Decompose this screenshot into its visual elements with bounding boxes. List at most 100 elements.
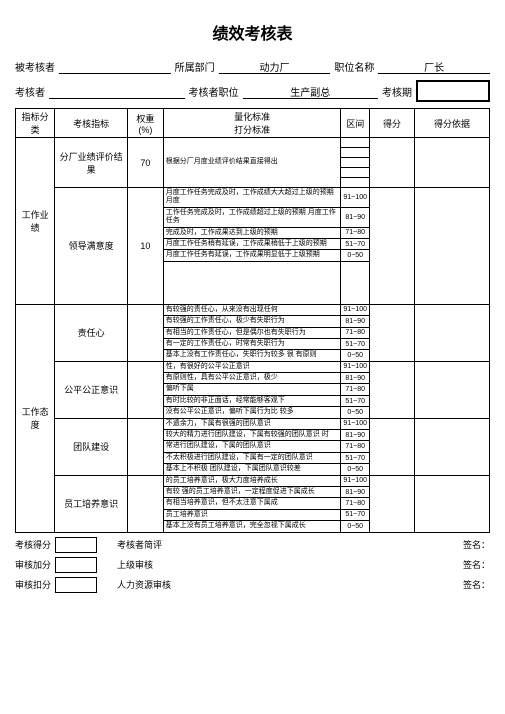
criteria-cell: 有较强的工作责任心，极少有失职行为 (163, 316, 341, 327)
criteria-cell: 基本上没有工作责任心，失职行为较多 很 有原则 (163, 350, 341, 361)
range-cell: 71~80 (341, 327, 370, 338)
basis-cell[interactable] (415, 418, 490, 475)
col-basis: 得分依据 (415, 109, 490, 138)
box-total[interactable] (55, 537, 97, 553)
range-cell: 0~50 (341, 407, 370, 418)
box-deduct[interactable] (55, 577, 97, 593)
range-cell (341, 178, 370, 188)
indicator-responsibility: 责任心 (55, 304, 128, 361)
field-evaluatee[interactable] (59, 59, 171, 74)
criteria-cell: 月度工作任务有延误，工作成果明显低于上级预期 (163, 250, 341, 261)
evaluation-table: 指标分类 考核指标 权重(%) 量化标准打分标准 区间 得分 得分依据 工作业绩… (15, 108, 490, 533)
score-cell[interactable] (370, 418, 415, 475)
score-cell[interactable] (370, 361, 415, 418)
label-sign3: 签名： (463, 578, 490, 591)
criteria-cell: 常进行团队建设，下属的团队意识 (163, 441, 341, 452)
criteria-cell: 的员工培养意识，极大力度培养成长 (163, 475, 341, 486)
criteria-cell: 有原则性，具有公平公正意识，极少 (163, 373, 341, 384)
box-bonus[interactable] (55, 557, 97, 573)
criteria-cell: 较大的精力进行团队建设，下属有较强的团队意识 时 (163, 430, 341, 441)
range-cell: 91~100 (341, 361, 370, 372)
range-cell: 0~50 (341, 350, 370, 361)
label-deduct: 审核扣分 (15, 578, 51, 591)
footer-row-3: 审核扣分 人力资源审核 签名： (15, 577, 490, 593)
criteria-cell: 月度工作任务稍有延误，工作成果稍低于上级的预期 (163, 238, 341, 249)
indicator-team: 团队建设 (55, 418, 128, 475)
criteria-cell: 有一定的工作责任心，时常有失职行为 (163, 338, 341, 349)
range-cell: 71~80 (341, 441, 370, 452)
score-cell[interactable] (370, 188, 415, 305)
score-cell[interactable] (370, 304, 415, 361)
field-evalpos: 生产副总 (243, 84, 379, 99)
range-cell: 51~70 (341, 238, 370, 249)
criteria-cell: 基本上没有员工培养意识，完全忽视下属成长 (163, 521, 341, 532)
criteria-cell: 完成及时，工作成果达到上级的预期 (163, 227, 341, 238)
range-cell: 71~80 (341, 498, 370, 509)
label-bonus: 审核加分 (15, 558, 51, 571)
label-superior: 上级审核 (117, 558, 153, 571)
range-cell: 51~70 (341, 338, 370, 349)
score-cell[interactable] (370, 138, 415, 188)
score-cell[interactable] (370, 475, 415, 532)
range-cell: 71~80 (341, 227, 370, 238)
header-row-1: 被考核者 所属部门 动力厂 职位名称 厂长 (15, 59, 490, 74)
basis-cell[interactable] (415, 475, 490, 532)
range-cell: 51~70 (341, 395, 370, 406)
col-standard: 量化标准打分标准 (163, 109, 341, 138)
col-weight: 权重(%) (128, 109, 164, 138)
range-cell: 91~100 (341, 475, 370, 486)
range-cell: 0~50 (341, 250, 370, 261)
weight-results: 70 (128, 138, 164, 188)
field-period[interactable] (416, 80, 490, 102)
range-cell (341, 261, 370, 304)
range-cell (341, 138, 370, 148)
indicator-fairness: 公平公正意识 (55, 361, 128, 418)
weight-cell (128, 361, 164, 418)
basis-cell[interactable] (415, 188, 490, 305)
desc-results: 根据分厂月度业绩评价结果直接得出 (163, 138, 341, 188)
range-cell: 51~70 (341, 452, 370, 463)
range-cell: 81~90 (341, 430, 370, 441)
empty-cell (163, 261, 341, 304)
label-comment: 考核者简评 (117, 538, 162, 551)
col-range: 区间 (341, 109, 370, 138)
range-cell: 91~100 (341, 418, 370, 429)
basis-cell[interactable] (415, 138, 490, 188)
range-cell: 81~90 (341, 316, 370, 327)
field-evaluator[interactable] (49, 84, 185, 99)
criteria-cell: 有较 强的员工培养意识，一定程度促进下属成长 (163, 486, 341, 497)
criteria-cell: 不太积极进行团队建设，下属有一定的团队意识 (163, 452, 341, 463)
footer-row-2: 审核加分 上级审核 签名： (15, 557, 490, 573)
category-performance: 工作业绩 (16, 138, 55, 305)
basis-cell[interactable] (415, 361, 490, 418)
basis-cell[interactable] (415, 304, 490, 361)
range-cell: 51~70 (341, 509, 370, 520)
criteria-cell: 员工培养意识 (163, 509, 341, 520)
field-position: 厂长 (378, 59, 490, 74)
criteria-cell: 有较强的责任心，从来没有出现任何 (163, 304, 341, 315)
label-evaluatee: 被考核者 (15, 59, 55, 74)
range-cell: 0~50 (341, 521, 370, 532)
criteria-cell: 偏听下属 (163, 384, 341, 395)
criteria-cell: 不遗余力，下属有很强的团队意识 (163, 418, 341, 429)
col-category: 指标分类 (16, 109, 55, 138)
label-period: 考核期 (382, 84, 412, 99)
range-cell: 81~90 (341, 373, 370, 384)
criteria-cell: 工作任务完成及时，工作成绩超过上级的预期 月度工作任务 (163, 207, 341, 227)
label-evalpos: 考核者职位 (189, 84, 239, 99)
label-dept: 所属部门 (175, 59, 215, 74)
category-attitude: 工作态度 (16, 304, 55, 532)
weight-cell (128, 475, 164, 532)
field-dept: 动力厂 (219, 59, 331, 74)
range-cell: 81~90 (341, 207, 370, 227)
range-cell: 91~100 (341, 188, 370, 208)
range-cell: 0~50 (341, 464, 370, 475)
indicator-satisfaction: 领导满意度 (55, 188, 128, 305)
indicator-results: 分厂业绩评价结果 (55, 138, 128, 188)
label-sign1: 签名： (463, 538, 490, 551)
label-total: 考核得分 (15, 538, 51, 551)
weight-satisfaction: 10 (128, 188, 164, 305)
criteria-cell: 有相当的工作责任心，但是偶尔也有失职行为 (163, 327, 341, 338)
criteria-cell: 基本上不积极 团队建设，下属团队意识较差 (163, 464, 341, 475)
indicator-training: 员工培养意识 (55, 475, 128, 532)
